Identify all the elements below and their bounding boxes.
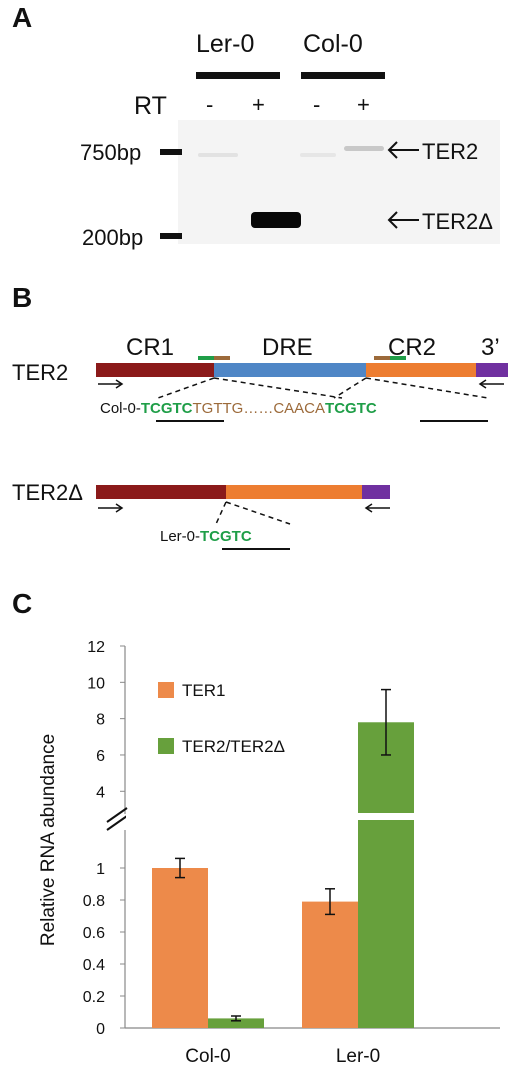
primer-forward-ter2d-icon [98, 503, 124, 513]
ter2-primer-and-guides [98, 377, 504, 399]
ter2-tail-segment [476, 363, 508, 377]
legend-swatch [158, 738, 174, 754]
col-seq-prefix: Col-0- [100, 400, 141, 417]
bar-ter1-col-0 [152, 868, 208, 1028]
ter2d-construct-label: TER2Δ [12, 480, 83, 505]
y-tick-label: 12 [87, 639, 105, 656]
primer-reverse-ter2d-icon [364, 503, 390, 513]
ler-seq-repeat: TCGTC [200, 528, 252, 545]
ter2-construct-label: TER2 [12, 360, 69, 385]
col-seq-mid-2: CAACA [273, 400, 326, 417]
ter2d-guide-left [215, 501, 227, 525]
col-seq-dots: …… [243, 400, 274, 417]
marker-750-tick [160, 149, 182, 155]
gel-arrows [387, 141, 419, 229]
rna-abundance-chart: 0 0.2 0.4 0.6 0.8 1 4 6 8 10 12 Relative RNA abunda… [38, 639, 501, 1067]
col-lane-bar [301, 72, 385, 79]
y-tick-label: 0.6 [83, 925, 105, 942]
marker-200-tick [160, 233, 182, 239]
ler-seq-prefix: Ler-0- [160, 528, 201, 545]
region-dre-label: DRE [262, 334, 313, 361]
gel-band-ler-ter2d [251, 212, 301, 228]
x-category-label: Ler-0 [336, 1046, 380, 1067]
ler-underline [222, 548, 290, 550]
y-tick-label: 4 [96, 784, 105, 801]
guide-line-left [157, 377, 215, 399]
x-category-label: Col-0 [185, 1046, 230, 1067]
lane2-label: + [252, 92, 265, 117]
arrow-ter2-icon [387, 141, 419, 159]
repeat-mark-brown-2 [374, 356, 390, 360]
ter2d-cr1-segment [96, 485, 226, 499]
bar-break-gap [126, 813, 501, 820]
legend-swatch [158, 682, 174, 698]
panel-a-letter: A [12, 2, 33, 33]
guide-line-right [365, 377, 489, 399]
lane4-label: + [357, 92, 370, 117]
ler-lane-bar [196, 72, 280, 79]
y-tick-label: 1 [96, 861, 105, 878]
col-underline-2 [420, 420, 488, 422]
lane1-label: - [206, 92, 214, 117]
y-tick-label: 0.4 [83, 957, 105, 974]
chart-layer: 0 0.2 0.4 0.6 0.8 1 4 6 8 10 12 Relative RNA abunda… [38, 639, 501, 1067]
region-cr1-label: CR1 [126, 334, 175, 361]
band-ter2d-label: TER2Δ [422, 209, 493, 234]
y-tick-label: 6 [96, 748, 105, 765]
marker-200-label: 200bp [82, 225, 144, 250]
col-underline-1 [156, 420, 224, 422]
gel-band-faint-1 [198, 153, 238, 157]
guide-line-mid-left [213, 377, 343, 399]
guide-line-mid-right [333, 377, 367, 399]
repeat-mark-green-2 [390, 356, 406, 360]
region-3prime-label: 3’ [481, 334, 500, 361]
ter2-cr2-segment [366, 363, 476, 377]
gel-band-col-ter2 [344, 146, 384, 151]
primer-forward-ter2-icon [98, 379, 124, 389]
rt-label: RT [134, 92, 167, 120]
legend-label: TER1 [182, 681, 225, 700]
repeat-mark-green-1 [198, 356, 214, 360]
ter2d-cr2-segment [226, 485, 362, 499]
marker-750-label: 750bp [80, 140, 142, 165]
y-tick-label: 10 [87, 675, 105, 692]
col-sequence: Col-0-TCGTCTGTTG……CAACATCGTC [100, 400, 377, 417]
axis-break-mark-1 [106, 807, 128, 823]
arrow-ter2d-icon [387, 211, 419, 229]
gel-image [178, 120, 500, 244]
gel-band-faint-3 [300, 153, 336, 157]
panel-b-letter: B [12, 282, 33, 313]
band-ter2-label: TER2 [422, 139, 479, 164]
bar-ter2ter2-col-0 [208, 1018, 264, 1028]
strain-ler-label: Ler-0 [196, 30, 255, 58]
ter2d-tail-segment [362, 485, 390, 499]
y-tick-label: 8 [96, 712, 105, 729]
ter2-cr1-segment [96, 363, 214, 377]
col-seq-mid-1: TGTTG [192, 400, 244, 417]
legend-label: TER2/TER2Δ [182, 737, 285, 756]
ter2-dre-segment [214, 363, 366, 377]
ter2d-guide-right [225, 501, 291, 525]
bar-ter1-ler-0 [302, 901, 358, 1028]
y-axis-label: Relative RNA abundance [38, 734, 59, 946]
panel-c-letter: C [12, 588, 33, 619]
lane3-label: - [313, 92, 321, 117]
col-seq-repeat-1: TCGTC [140, 400, 193, 417]
y-tick-label: 0 [96, 1021, 105, 1038]
primer-reverse-ter2-icon [478, 379, 504, 389]
bar-ter2ter2-ler-0 [358, 722, 414, 1028]
ler-sequence: Ler-0-TCGTC [160, 528, 252, 545]
y-tick-label: 0.8 [83, 893, 105, 910]
ter2d-primer-and-guides [98, 501, 390, 525]
y-tick-label: 0.2 [83, 989, 105, 1006]
repeat-mark-brown-1 [214, 356, 230, 360]
axis-break-mark-2 [106, 815, 128, 831]
col-seq-repeat-2: TCGTC [325, 400, 377, 417]
strain-col-label: Col-0 [303, 30, 363, 58]
